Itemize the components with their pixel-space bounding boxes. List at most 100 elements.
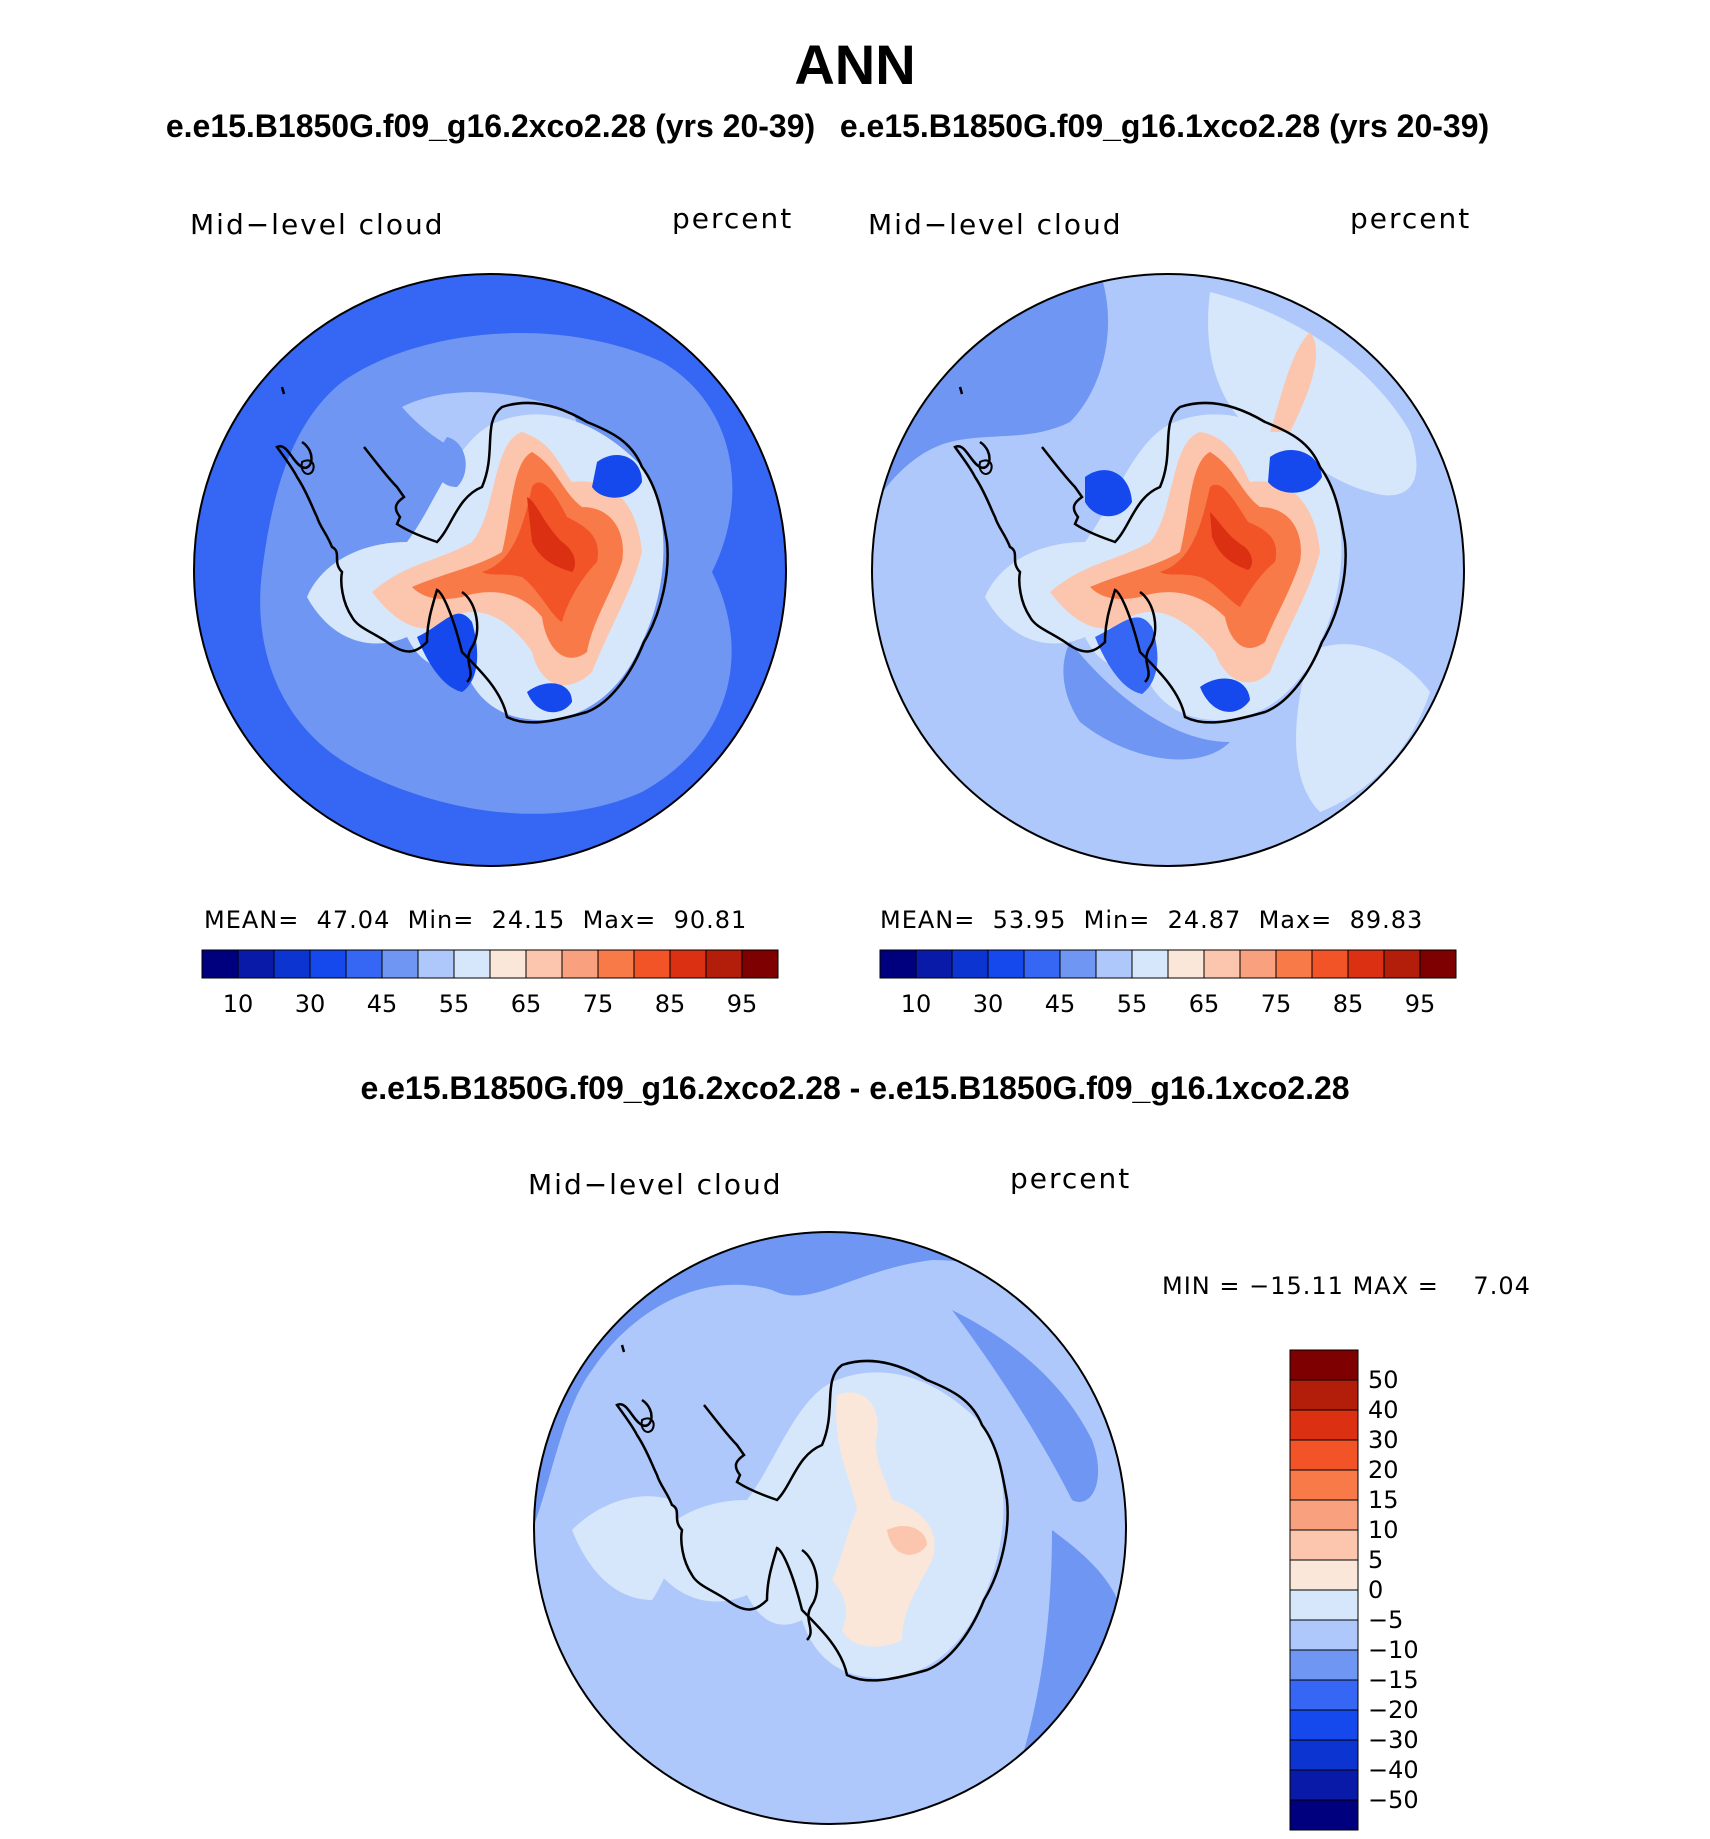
colorbar-tick-label: 0 — [1368, 1576, 1384, 1604]
colorbar-tick-label: −15 — [1368, 1666, 1419, 1694]
colorbar-swatch — [417, 949, 455, 979]
colorbar-swatch — [1289, 1679, 1359, 1711]
colorbar-swatch — [633, 949, 671, 979]
panel1-max-label: Max= — [582, 906, 657, 934]
colorbar-swatch — [489, 949, 527, 979]
colorbar-panel1 — [201, 949, 779, 979]
cloud-increase — [832, 1392, 935, 1647]
diff-units-label: percent — [1010, 1162, 1132, 1195]
cloud-high — [1270, 332, 1317, 432]
colorbar-swatch — [1289, 1559, 1359, 1591]
panel2-variable-label: Mid−level cloud — [868, 208, 1123, 241]
coastline — [615, 1359, 1009, 1682]
colorbar-swatch — [1289, 1709, 1359, 1741]
panel1-mean-label: MEAN= — [204, 906, 300, 934]
panel1-mean-value: 47.04 — [316, 906, 391, 934]
colorbar-swatch — [1289, 1769, 1359, 1801]
cloud-low — [436, 437, 466, 487]
cloud-low — [1200, 678, 1250, 712]
cloud-band — [1296, 644, 1430, 812]
colorbar-tick-label: −40 — [1368, 1756, 1419, 1784]
colorbar-swatch — [1289, 1649, 1359, 1681]
colorbar-panel2-ticks: 10 30 45 55 65 75 85 95 — [880, 990, 1456, 1020]
colorbar-tick-label: 95 — [726, 990, 758, 1018]
colorbar-swatch — [1023, 949, 1061, 979]
colorbar-tick-label: 30 — [972, 990, 1004, 1018]
colorbar-swatch — [1289, 1379, 1359, 1411]
colorbar-swatch — [237, 949, 275, 979]
colorbar-tick-label: 10 — [900, 990, 932, 1018]
coastline — [620, 1344, 626, 1353]
colorbar-swatch — [1275, 949, 1313, 979]
colorbar-tick-label: 30 — [294, 990, 326, 1018]
colorbar-tick-label: 95 — [1404, 990, 1436, 1018]
case-title-left: e.e15.B1850G.f09_g16.2xco2.28 (yrs 20-39… — [165, 108, 816, 144]
coastline — [1139, 590, 1157, 683]
cloud-increase — [887, 1525, 927, 1555]
coastline — [640, 1417, 655, 1433]
colorbar-tick-label: 85 — [1332, 990, 1364, 1018]
polar-map-case2 — [871, 273, 1465, 867]
colorbar-swatch — [597, 949, 635, 979]
panel1-min-value: 24.15 — [491, 906, 566, 934]
figure-title: ANN — [794, 33, 916, 96]
map-boundary — [871, 273, 1465, 867]
cloud-high — [527, 497, 575, 572]
map-boundary — [533, 1231, 1127, 1825]
colorbar-tick-label: 85 — [654, 990, 686, 1018]
colorbar-swatch — [1131, 949, 1169, 979]
diff-min-label: MIN = — [1162, 1272, 1241, 1300]
colorbar-swatch — [381, 949, 419, 979]
cloud-band — [1063, 642, 1230, 760]
colorbar-swatch — [1059, 949, 1097, 979]
colorbar-swatch — [1347, 949, 1385, 979]
diff-stats: MIN = −15.11 MAX = 7.04 — [1162, 1272, 1531, 1300]
coastline — [978, 459, 993, 475]
panel2-units-label: percent — [1350, 202, 1472, 235]
coastline — [958, 386, 964, 395]
colorbar-difference — [1289, 1349, 1359, 1831]
panel2-min-label: Min= — [1083, 906, 1151, 934]
map-boundary — [193, 273, 787, 867]
cloud-band — [1208, 292, 1417, 496]
coastline — [280, 386, 286, 395]
panel1-max-value: 90.81 — [673, 906, 748, 934]
colorbar-swatch — [987, 949, 1025, 979]
panel2-stats: MEAN= 53.95 Min= 24.87 Max= 89.83 — [880, 906, 1423, 934]
cloud-low — [1085, 470, 1132, 517]
colorbar-tick-label: 20 — [1368, 1456, 1399, 1484]
cloud-band — [572, 1496, 676, 1600]
coastline — [801, 1548, 819, 1641]
panel2-min-value: 24.87 — [1167, 906, 1242, 934]
colorbar-tick-label: −20 — [1368, 1696, 1419, 1724]
colorbar-swatch — [1289, 1799, 1359, 1831]
colorbar-difference-ticks: 50 40 30 20 15 10 5 0 −5 −10 −15 −20 −30… — [1368, 1350, 1448, 1830]
panel2-max-value: 89.83 — [1349, 906, 1424, 934]
colorbar-tick-label: 15 — [1368, 1486, 1399, 1514]
cloud-low — [1268, 449, 1322, 493]
cloud-high — [1210, 512, 1253, 570]
colorbar-tick-label: 40 — [1368, 1396, 1399, 1424]
colorbar-tick-label: 10 — [222, 990, 254, 1018]
coastline — [953, 401, 1347, 724]
coastline — [461, 590, 479, 683]
colorbar-tick-label: −30 — [1368, 1726, 1419, 1754]
colorbar-swatch — [1239, 949, 1277, 979]
colorbar-swatch — [1289, 1619, 1359, 1651]
colorbar-tick-label: 30 — [1368, 1426, 1399, 1454]
colorbar-tick-label: 65 — [1188, 990, 1220, 1018]
colorbar-swatch — [1167, 949, 1205, 979]
coastline — [300, 459, 315, 475]
colorbar-swatch — [879, 949, 917, 979]
continent-field — [647, 1372, 1004, 1679]
colorbar-panel2 — [879, 949, 1457, 979]
cloud-low — [417, 613, 478, 692]
diff-max-label: MAX = — [1352, 1272, 1439, 1300]
panel1-min-label: Min= — [407, 906, 475, 934]
cloud-low — [527, 683, 572, 713]
colorbar-swatch — [1289, 1469, 1359, 1501]
case-title-right: e.e15.B1850G.f09_g16.1xco2.28 (yrs 20-39… — [839, 108, 1490, 144]
polar-map-case1 — [193, 273, 787, 867]
panel2-max-label: Max= — [1258, 906, 1333, 934]
difference-title: e.e15.B1850G.f09_g16.2xco2.28 - e.e15.B1… — [360, 1070, 1350, 1106]
